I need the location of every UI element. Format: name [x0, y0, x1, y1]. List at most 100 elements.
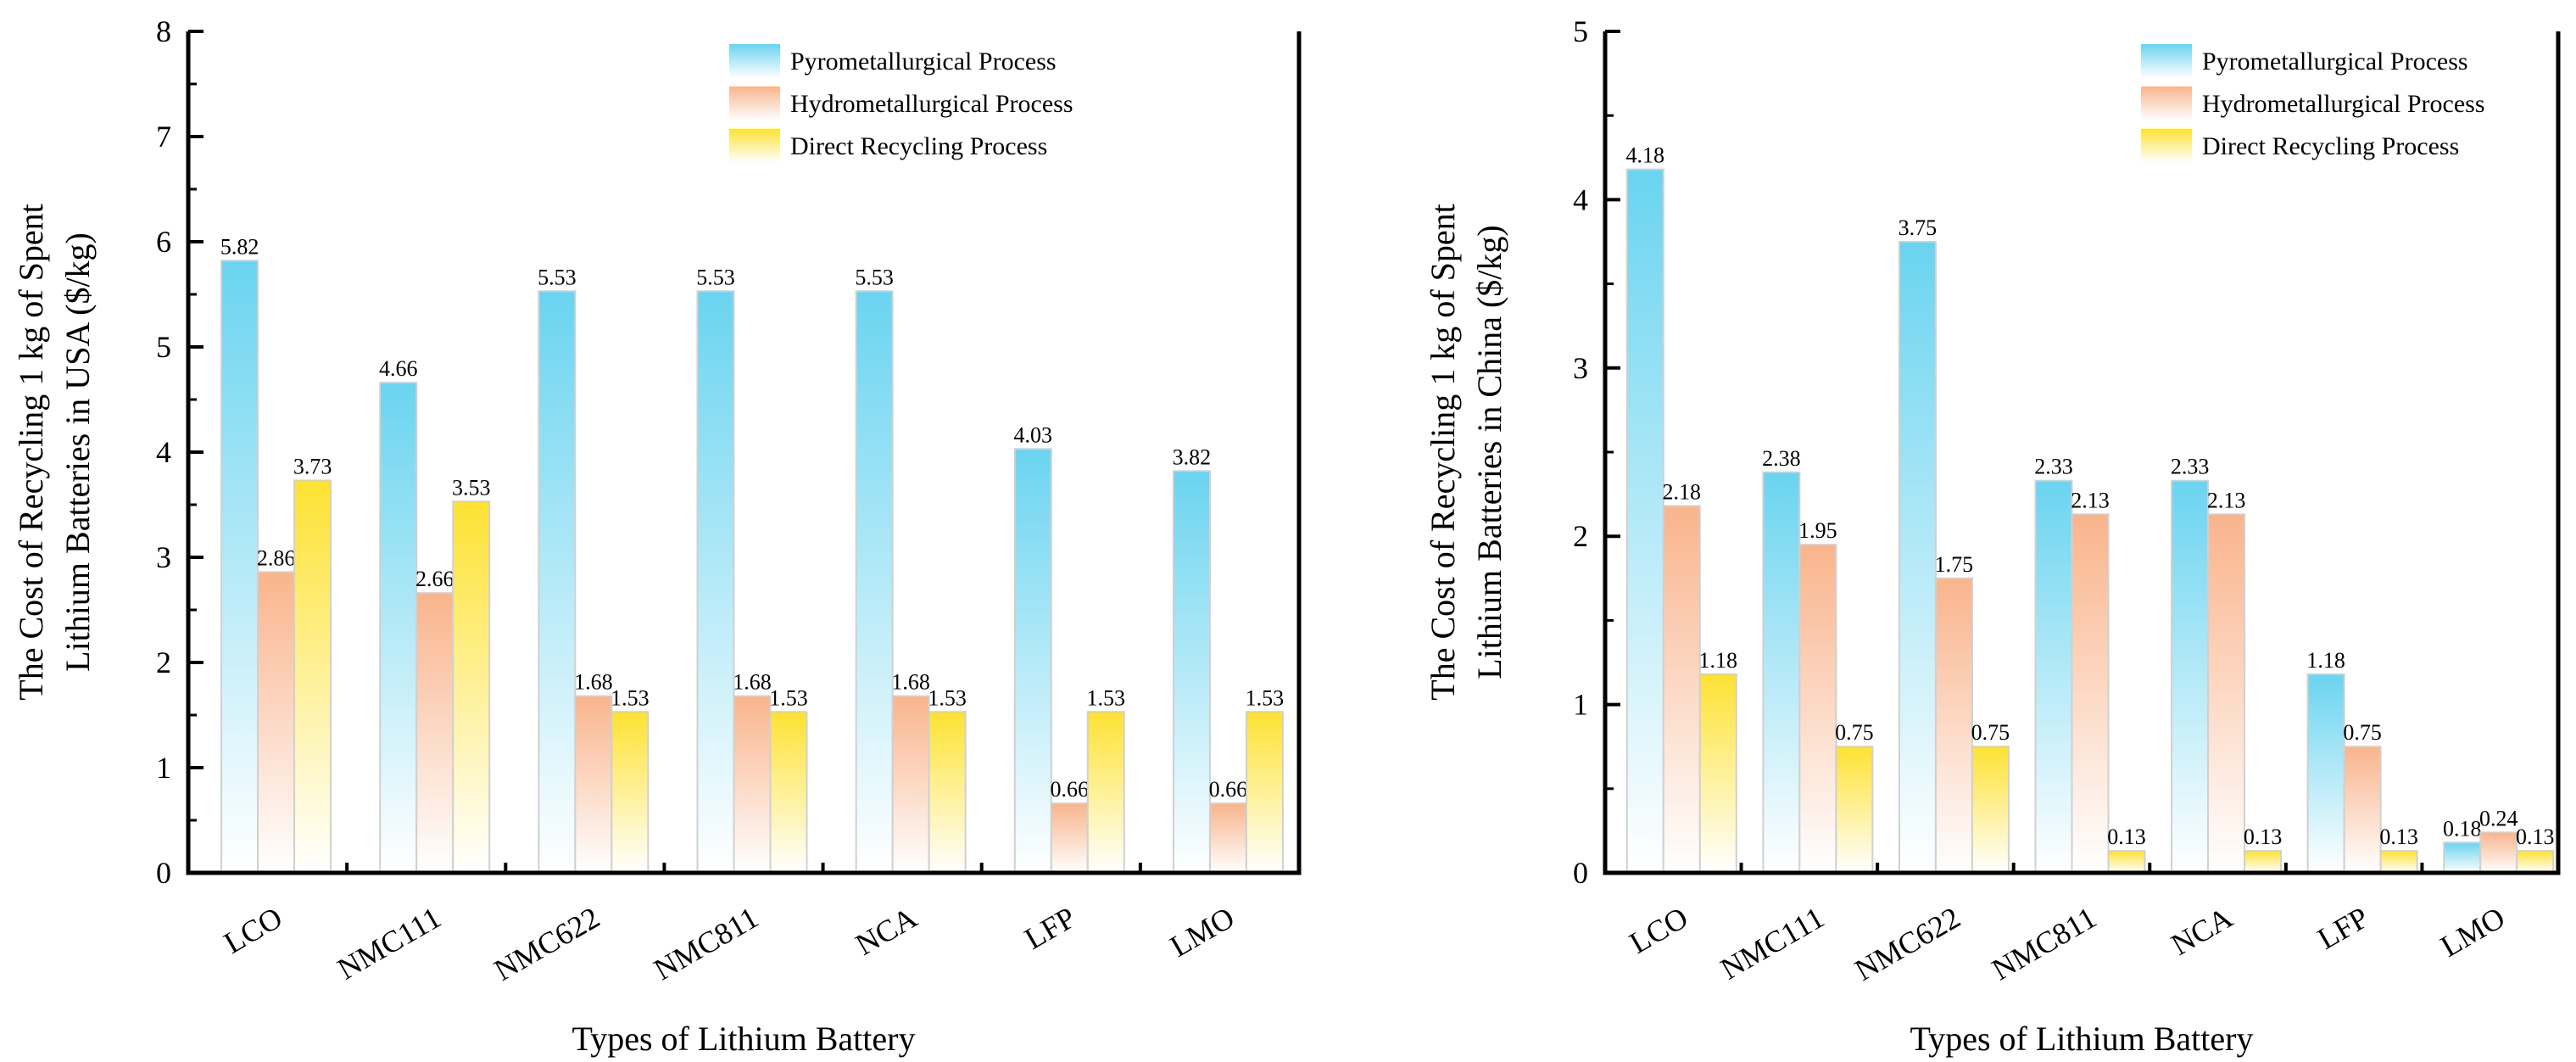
data-label: 1.53 [1246, 685, 1285, 710]
data-label: 0.13 [2107, 824, 2146, 849]
legend-swatch [2141, 87, 2192, 120]
data-label: 1.75 [1935, 552, 1974, 577]
bar-LFP-0 [2306, 673, 2345, 874]
x-tick-label: NCA [2166, 900, 2239, 962]
data-label: 2.38 [1762, 446, 1801, 471]
bar-NMC111-2 [1835, 746, 1874, 875]
bar-NMC811-0 [696, 290, 735, 874]
bar-LCO-1 [257, 571, 296, 874]
y-tick-label: 1 [1573, 688, 1588, 722]
bar-LMO-2 [1245, 711, 1284, 875]
x-tick-label: NMC811 [648, 900, 764, 987]
bar-NMC111-1 [415, 592, 454, 874]
x-tick-label: NMC622 [488, 900, 605, 987]
legend-label: Pyrometallurgical Process [2202, 48, 2468, 75]
bar-LFP-2 [1086, 711, 1125, 875]
legend-swatch [2141, 44, 2192, 78]
data-label: 2.66 [415, 567, 454, 591]
bar-LFP-0 [1013, 448, 1052, 875]
y-tick-label: 2 [1573, 519, 1588, 553]
bar-LMO-1 [1208, 802, 1247, 874]
x-tick-label: LFP [1019, 900, 1082, 956]
data-label: 0.24 [2479, 806, 2518, 830]
legend-swatch [729, 44, 780, 78]
data-label: 0.66 [1051, 777, 1090, 802]
bar-LFP-1 [2343, 746, 2382, 875]
bar-LCO-1 [1662, 505, 1701, 874]
data-label: 2.33 [2034, 455, 2073, 479]
bar-NMC811-2 [769, 711, 808, 875]
data-label: 0.18 [2443, 816, 2482, 841]
legend-label: Hydrometallurgical Process [790, 90, 1073, 118]
y-tick-label: 8 [156, 14, 171, 48]
data-label: 0.75 [2343, 720, 2382, 745]
data-label: 0.75 [1835, 720, 1874, 745]
bar-NMC811-1 [733, 695, 772, 874]
data-label: 4.66 [379, 356, 418, 381]
data-label: 5.82 [220, 234, 259, 259]
data-label: 2.18 [1663, 479, 1702, 504]
bar-LMO-2 [2516, 850, 2555, 875]
data-label: 0.75 [1971, 720, 2010, 745]
bar-NMC811-2 [2107, 850, 2146, 875]
bar-NMC111-0 [379, 382, 418, 875]
y-tick-label: 7 [156, 120, 171, 154]
bar-LFP-2 [2379, 850, 2418, 875]
bar-NMC622-1 [1934, 577, 1973, 874]
x-axis-label: Types of Lithium Battery [572, 1020, 916, 1058]
y-tick-label: 4 [1573, 182, 1588, 216]
y-axis-label: Lithium Batteries in USA ($/kg) [59, 232, 97, 672]
x-tick-label: LMO [2434, 900, 2510, 964]
bar-LMO-0 [2443, 841, 2482, 875]
data-label: 2.13 [2071, 488, 2110, 512]
bar-LCO-0 [220, 260, 259, 874]
data-label: 0.13 [2379, 824, 2418, 849]
data-label: 5.53 [538, 265, 577, 289]
bar-NMC622-0 [538, 290, 577, 874]
data-label: 0.13 [2244, 824, 2283, 849]
bar-NMC622-2 [1971, 746, 2010, 875]
data-label: 2.86 [257, 545, 296, 570]
x-tick-label: LFP [2311, 900, 2374, 956]
bar-LMO-1 [2479, 831, 2518, 874]
chart-0: 5.82 2.86 3.73 LCO 4.66 2.66 3.53 NMC111 5.53 1.6… [12, 14, 1302, 1058]
bar-NCA-0 [855, 290, 894, 874]
bar-LFP-1 [1050, 802, 1089, 874]
bar-NMC811-1 [2071, 513, 2110, 875]
data-label: 1.53 [769, 685, 808, 710]
x-axis-label: Types of Lithium Battery [1910, 1020, 2254, 1058]
bar-LCO-2 [293, 479, 332, 874]
data-label: 1.95 [1798, 518, 1837, 543]
data-label: 4.03 [1014, 422, 1053, 447]
data-label: 3.75 [1899, 215, 1938, 240]
x-tick-label: NMC811 [1986, 900, 2102, 987]
legend-label: Direct Recycling Process [790, 132, 1047, 160]
data-label: 5.53 [855, 265, 894, 289]
x-tick-label: LMO [1164, 900, 1240, 964]
y-axis-label: Lithium Batteries in China ($/kg) [1470, 225, 1508, 679]
y-axis-label: The Cost of Recycling 1 kg of Spent [12, 204, 50, 700]
bar-NCA-0 [2171, 479, 2210, 875]
x-tick-label: NMC111 [1715, 900, 1829, 986]
bar-LCO-0 [1625, 168, 1664, 875]
y-tick-label: 3 [1573, 351, 1588, 385]
y-tick-label: 3 [156, 540, 171, 574]
data-label: 2.13 [2207, 488, 2246, 512]
y-tick-label: 4 [156, 435, 171, 469]
bar-NCA-2 [2244, 850, 2283, 875]
bar-NCA-2 [928, 711, 967, 875]
data-label: 3.53 [452, 475, 491, 500]
bar-LMO-0 [1172, 470, 1211, 874]
bar-NCA-1 [891, 695, 930, 874]
data-label: 5.53 [696, 265, 735, 289]
bar-NMC622-2 [611, 711, 650, 875]
data-label: 4.18 [1626, 143, 1665, 168]
bar-NCA-1 [2207, 513, 2246, 875]
data-label: 1.53 [1087, 685, 1126, 710]
bar-NMC811-0 [2034, 479, 2073, 875]
data-label: 1.68 [891, 670, 930, 695]
chart-1: 4.18 2.18 1.18 LCO 2.38 1.95 0.75 NMC111 3.75 1.7… [1424, 14, 2561, 1058]
legend-label: Hydrometallurgical Process [2202, 90, 2485, 118]
legend-swatch [2141, 129, 2192, 163]
